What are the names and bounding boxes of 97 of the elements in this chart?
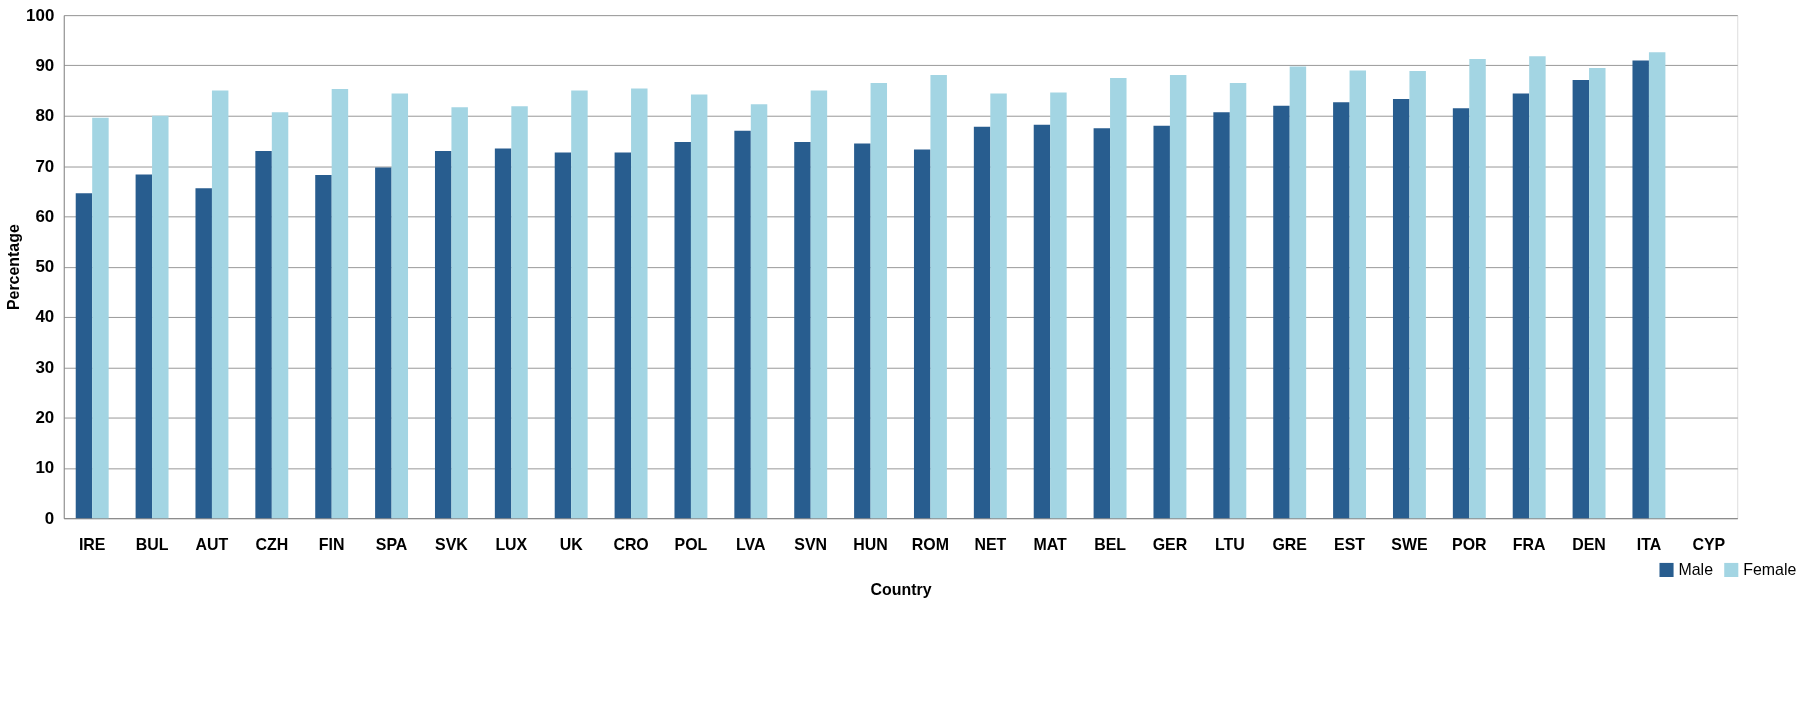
bar: [255, 150, 272, 519]
bar: [451, 107, 468, 519]
bar: [1632, 60, 1649, 519]
bar: [930, 74, 947, 519]
legend-label: Female: [1743, 560, 1797, 578]
bar: [1153, 125, 1170, 519]
bar: [75, 193, 93, 519]
x-tick-label: ROM: [911, 535, 950, 553]
x-tick-label: LTU: [1214, 535, 1245, 553]
bar: [734, 130, 751, 519]
bar: [973, 126, 991, 519]
x-tick-label: CYP: [1692, 535, 1726, 553]
y-tick-label: 30: [35, 357, 55, 377]
x-tick-label: BUL: [135, 535, 169, 553]
bar: [195, 188, 212, 519]
x-tick-label: GRE: [1272, 535, 1307, 553]
y-tick-label: 40: [35, 307, 55, 327]
bar: [794, 141, 811, 519]
bar: [1093, 128, 1111, 519]
y-tick-label: 100: [26, 5, 55, 25]
x-tick-label: SVK: [435, 535, 469, 553]
bar: [494, 148, 512, 519]
bar: [631, 88, 648, 519]
x-tick-label: POL: [674, 535, 708, 553]
x-tick-label: EST: [1334, 535, 1366, 553]
bar: [1409, 70, 1426, 519]
bar: [1512, 93, 1530, 519]
bar: [1452, 108, 1470, 519]
legend-label: Male: [1678, 560, 1714, 578]
bar: [1273, 105, 1290, 519]
x-tick-label: ITA: [1636, 535, 1662, 553]
bar: [1572, 80, 1590, 519]
x-tick-label: UK: [559, 535, 584, 553]
bar: [1169, 74, 1187, 519]
bar: [434, 150, 452, 519]
x-tick-label: CZH: [255, 535, 289, 553]
x-tick-label: CRO: [613, 535, 649, 553]
bar: [511, 106, 528, 519]
bar: [152, 115, 169, 519]
x-tick-label: LVA: [736, 535, 767, 553]
bar: [1589, 67, 1606, 519]
bar: [913, 149, 931, 519]
x-tick-label: SWE: [1391, 535, 1428, 553]
bar: [315, 175, 332, 519]
bar: [391, 93, 409, 519]
y-axis-title: Percentage: [5, 224, 23, 311]
bar: [1349, 70, 1367, 519]
x-tick-label: FRA: [1512, 535, 1547, 553]
bar: [1289, 66, 1307, 519]
bar: [614, 152, 632, 519]
y-tick-label: 50: [35, 257, 55, 277]
y-tick-label: 0: [44, 508, 55, 528]
x-tick-label: MAT: [1033, 535, 1068, 553]
x-tick-label: IRE: [78, 535, 106, 553]
bar: [1529, 56, 1546, 519]
y-tick-label: 90: [35, 55, 55, 75]
bar: [1229, 83, 1247, 519]
x-tick-label: SPA: [375, 535, 408, 553]
bar: [690, 94, 708, 519]
bar: [554, 152, 572, 519]
bar: [1033, 124, 1051, 519]
y-tick-label: 10: [35, 458, 55, 478]
x-tick-label: SVN: [794, 535, 828, 553]
bar: [1469, 58, 1486, 519]
bar: [375, 167, 392, 519]
y-tick-label: 60: [35, 206, 55, 226]
x-tick-label: AUT: [195, 535, 229, 553]
bar: [810, 90, 828, 519]
bar: [135, 174, 153, 519]
bar: [1050, 92, 1067, 519]
bar: [870, 83, 888, 519]
bar: [1213, 112, 1230, 519]
x-tick-label: FIN: [318, 535, 345, 553]
x-tick-label: LUX: [495, 535, 528, 553]
bar: [1333, 102, 1350, 519]
bar: [1392, 99, 1410, 519]
bar: [854, 143, 871, 519]
x-tick-label: HUN: [853, 535, 888, 553]
bar: [271, 112, 289, 519]
x-axis-title: Country: [870, 581, 932, 599]
bar: [750, 104, 768, 519]
bar: [1110, 78, 1127, 519]
x-tick-label: NET: [974, 535, 1007, 553]
y-tick-label: 70: [35, 156, 55, 176]
bar: [1648, 52, 1666, 519]
x-tick-label: DEN: [1572, 535, 1606, 553]
bar: [571, 90, 588, 519]
x-tick-label: BEL: [1094, 535, 1127, 553]
x-tick-label: POR: [1452, 535, 1488, 553]
bar: [211, 90, 229, 519]
bar: [990, 93, 1007, 519]
x-tick-label: GER: [1152, 535, 1188, 553]
bar: [674, 141, 691, 519]
bar: [92, 117, 109, 519]
y-tick-label: 20: [35, 408, 55, 428]
y-tick-label: 80: [35, 106, 55, 126]
bar: [331, 89, 349, 519]
